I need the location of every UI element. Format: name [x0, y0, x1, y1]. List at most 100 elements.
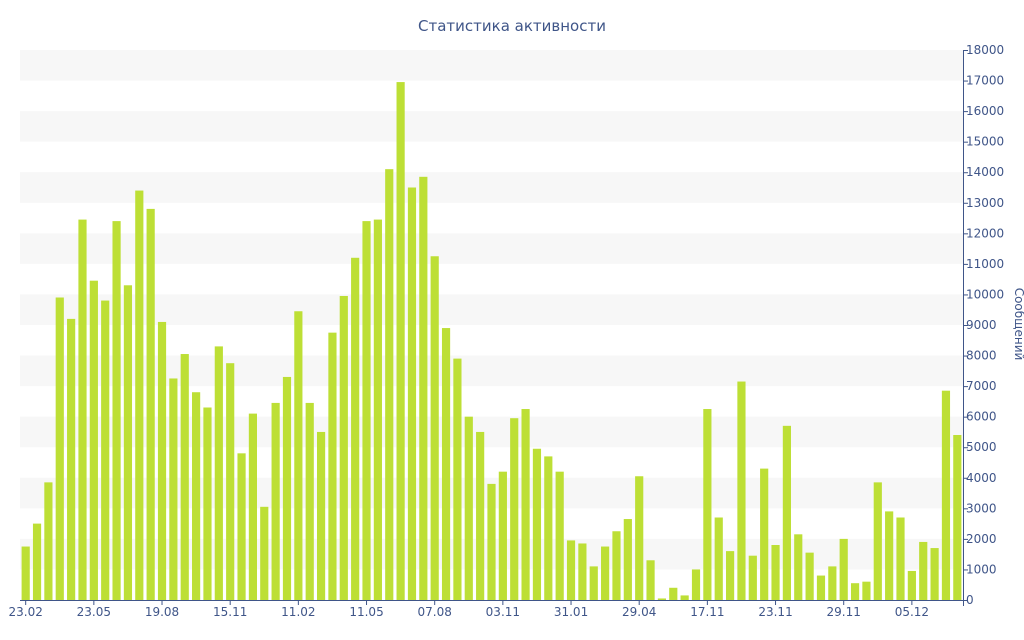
x-tick-label: 03.11 — [486, 605, 520, 619]
x-tick-label: 23.11 — [758, 605, 792, 619]
y-tick-label: 12000 — [966, 226, 1004, 240]
bar — [532, 448, 542, 600]
bar — [305, 402, 314, 600]
y-tick-label: 15000 — [966, 135, 1004, 149]
bar — [657, 598, 667, 600]
x-tick-label: 29.11 — [827, 605, 861, 619]
bar — [203, 407, 212, 600]
bar — [805, 552, 814, 600]
x-tick-label: 23.02 — [9, 605, 43, 619]
bar — [407, 187, 417, 600]
bar — [226, 363, 235, 600]
bar — [850, 583, 860, 600]
bar — [192, 392, 201, 600]
bar — [873, 482, 882, 600]
y-tick-label: 8000 — [966, 349, 997, 363]
y-axis-label: Сообщений — [1012, 288, 1024, 361]
bar — [748, 555, 757, 600]
y-tick-label: 6000 — [966, 410, 997, 424]
bar — [589, 566, 598, 600]
bar — [282, 376, 292, 600]
x-axis-ticks: 23.02 23.05 19.08 15.11 11.02 11.05 07.08 03.11… — [9, 600, 929, 619]
bar — [601, 546, 610, 600]
bar — [691, 569, 701, 600]
bar — [703, 409, 712, 600]
grid-band — [20, 111, 963, 142]
bar — [828, 566, 837, 600]
bar — [112, 221, 121, 601]
y-tick-label: 1000 — [966, 562, 997, 576]
bar — [623, 519, 632, 600]
bar — [464, 416, 473, 600]
y-tick-label: 7000 — [966, 379, 997, 393]
bar — [55, 297, 64, 600]
bar — [885, 511, 894, 600]
bar — [237, 453, 246, 600]
bar — [430, 256, 439, 600]
bar — [907, 570, 916, 600]
bar — [544, 456, 553, 600]
bar — [351, 257, 360, 600]
y-tick-label: 4000 — [966, 471, 997, 485]
bar — [510, 418, 519, 600]
bar — [816, 575, 826, 600]
x-tick-label: 29.04 — [622, 605, 656, 619]
grid-band — [20, 294, 963, 325]
bar — [782, 425, 791, 600]
bar — [157, 321, 167, 600]
grid-band — [20, 172, 963, 203]
bar — [123, 285, 133, 600]
bar — [680, 595, 689, 600]
y-tick-label: 5000 — [966, 440, 997, 454]
bar — [487, 483, 496, 600]
bar — [714, 517, 723, 600]
bar — [260, 506, 269, 600]
bar — [476, 431, 485, 600]
bar — [169, 378, 178, 600]
x-tick-label: 31.01 — [554, 605, 588, 619]
x-tick-label: 07.08 — [418, 605, 452, 619]
y-tick-label: 3000 — [966, 501, 997, 515]
bar — [669, 587, 678, 600]
bar — [578, 543, 587, 600]
bar — [89, 280, 98, 600]
x-tick-label: 11.02 — [281, 605, 315, 619]
bar — [646, 560, 655, 600]
bar — [316, 431, 326, 600]
x-tick-label: 05.12 — [895, 605, 929, 619]
bar — [44, 482, 53, 600]
bar — [294, 311, 303, 600]
bar — [441, 328, 451, 600]
y-tick-label: 11000 — [966, 257, 1004, 271]
bar — [771, 545, 780, 600]
bar — [180, 354, 189, 600]
bar — [135, 190, 144, 600]
y-tick-label: 18000 — [966, 43, 1004, 57]
bar — [760, 468, 769, 600]
x-tick-label: 17.11 — [690, 605, 724, 619]
bar — [339, 295, 348, 600]
bar — [67, 318, 76, 600]
y-tick-label: 10000 — [966, 287, 1004, 301]
x-tick-label: 15.11 — [213, 605, 247, 619]
bar — [862, 581, 871, 600]
grid-band — [20, 233, 963, 264]
bar — [32, 523, 42, 600]
bar — [385, 169, 394, 601]
x-tick-label: 19.08 — [145, 605, 179, 619]
bar — [726, 551, 735, 600]
bar — [248, 413, 257, 600]
bar — [930, 548, 939, 600]
bar — [566, 540, 576, 600]
y-tick-label: 2000 — [966, 532, 997, 546]
chart-title: Статистика активности — [418, 17, 606, 35]
bar — [794, 534, 803, 600]
y-tick-label: 0 — [966, 593, 974, 607]
bar — [146, 208, 155, 600]
bar — [21, 546, 30, 600]
bar — [839, 538, 848, 600]
bar — [555, 471, 564, 600]
grid-bands — [20, 50, 963, 570]
bar — [521, 409, 530, 600]
